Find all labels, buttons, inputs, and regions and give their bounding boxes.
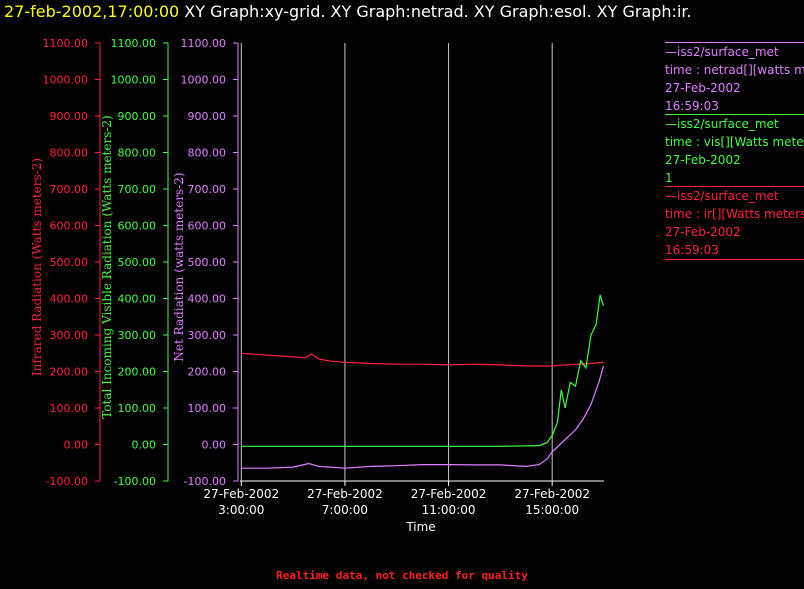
legend-netrad-date: 27-Feb-2002 — [665, 81, 741, 95]
legend-ir-date: 27-Feb-2002 — [665, 225, 741, 239]
y-tick-label-netrad: 700.00 — [188, 183, 227, 196]
legend-vis-value: 1 — [665, 171, 673, 185]
header-graph-list: XY Graph:xy-grid. XY Graph:netrad. XY Gr… — [184, 2, 692, 21]
y-tick-label-netrad: 500.00 — [188, 256, 227, 269]
legend-vis: —iss2/surface_met time : vis[][Watts met… — [665, 114, 804, 187]
y-tick-label-ir: 0.00 — [64, 439, 89, 452]
y-tick-label-ir: 400.00 — [50, 293, 89, 306]
y-tick-label-vis: 900.00 — [118, 110, 157, 123]
y-tick-label-ir: 1100.00 — [43, 37, 89, 50]
legend-ir-value: 16:59:03 — [665, 243, 719, 257]
legend-ir-source: —iss2/surface_met — [665, 189, 779, 203]
y-tick-label-vis: 200.00 — [118, 366, 157, 379]
y-tick-label-netrad: 1100.00 — [181, 37, 227, 50]
legend-vis-source: —iss2/surface_met — [665, 117, 779, 131]
y-tick-label-netrad: 1000.00 — [181, 74, 227, 87]
y-tick-label-netrad: 100.00 — [188, 402, 227, 415]
legend-vis-var: time : vis[][Watts meters-2] — [665, 135, 804, 149]
y-tick-label-vis: 100.00 — [118, 402, 157, 415]
y-tick-label-netrad: 300.00 — [188, 329, 227, 342]
x-tick-label-time: 11:00:00 — [422, 503, 476, 517]
netrad-series-line — [241, 365, 605, 469]
y-tick-label-vis: 300.00 — [118, 329, 157, 342]
y-tick-label-vis: 0.00 — [132, 439, 157, 452]
legend-netrad: —iss2/surface_met time : netrad[][watts … — [665, 42, 804, 115]
y-axis-label-netrad: Net Radiation (watts meters-2) — [172, 172, 186, 361]
y-tick-label-netrad: 400.00 — [188, 293, 227, 306]
y-tick-label-vis: 1000.00 — [111, 74, 157, 87]
y-tick-label-netrad: 600.00 — [188, 220, 227, 233]
x-tick-label-date: 27-Feb-2002 — [514, 487, 590, 501]
y-tick-label-ir: -100.00 — [46, 475, 88, 488]
y-tick-label-ir: 300.00 — [50, 329, 89, 342]
y-tick-label-vis: 700.00 — [118, 183, 157, 196]
x-tick-label-date: 27-Feb-2002 — [307, 487, 383, 501]
y-tick-label-vis: 400.00 — [118, 293, 157, 306]
y-tick-label-ir: 1000.00 — [43, 74, 89, 87]
y-tick-label-netrad: 200.00 — [188, 366, 227, 379]
header-timestamp: 27-feb-2002,17:00:00 — [4, 2, 180, 21]
y-tick-label-ir: 200.00 — [50, 366, 89, 379]
y-tick-label-ir: 100.00 — [50, 402, 89, 415]
y-tick-label-ir: 600.00 — [50, 220, 89, 233]
legend-netrad-source: —iss2/surface_met — [665, 45, 779, 59]
vis-series-line — [241, 294, 605, 447]
y-tick-label-ir: 500.00 — [50, 256, 89, 269]
legend-netrad-var: time : netrad[][watts meters-2] — [665, 63, 804, 77]
y-tick-label-vis: 800.00 — [118, 147, 157, 160]
y-axis-label-ir: Infrared Radiation (Watts meters-2) — [30, 158, 44, 376]
x-tick-label-time: 15:00:00 — [525, 503, 579, 517]
ir-series-line — [241, 352, 604, 367]
legend-ir-var: time : ir[][Watts meters-2] — [665, 207, 804, 221]
legend-vis-date: 27-Feb-2002 — [665, 153, 741, 167]
quality-notice: Realtime data, not checked for quality — [276, 569, 528, 582]
x-tick-label-date: 27-Feb-2002 — [203, 487, 279, 501]
x-tick-label-time: 3:00:00 — [218, 503, 264, 517]
y-tick-label-netrad: -100.00 — [184, 475, 226, 488]
y-tick-label-vis: 600.00 — [118, 220, 157, 233]
y-tick-label-ir: 900.00 — [50, 110, 89, 123]
x-axis-label: Time — [405, 520, 435, 534]
x-tick-label-date: 27-Feb-2002 — [411, 487, 487, 501]
y-tick-label-ir: 700.00 — [50, 183, 89, 196]
header: 27-feb-2002,17:00:00 XY Graph:xy-grid. X… — [4, 2, 692, 21]
y-tick-label-vis: -100.00 — [114, 475, 156, 488]
y-tick-label-vis: 500.00 — [118, 256, 157, 269]
y-tick-label-netrad: 900.00 — [188, 110, 227, 123]
y-tick-label-netrad: 800.00 — [188, 147, 227, 160]
y-tick-label-netrad: 0.00 — [202, 439, 227, 452]
y-tick-label-vis: 1100.00 — [111, 37, 157, 50]
legend-netrad-value: 16:59:03 — [665, 99, 719, 113]
y-tick-label-ir: 800.00 — [50, 147, 89, 160]
x-tick-label-time: 7:00:00 — [322, 503, 368, 517]
legend-ir: —iss2/surface_met time : ir[][Watts mete… — [665, 186, 804, 260]
y-axis-label-vis: Total Incoming Visible Radiation (Watts … — [100, 115, 114, 419]
